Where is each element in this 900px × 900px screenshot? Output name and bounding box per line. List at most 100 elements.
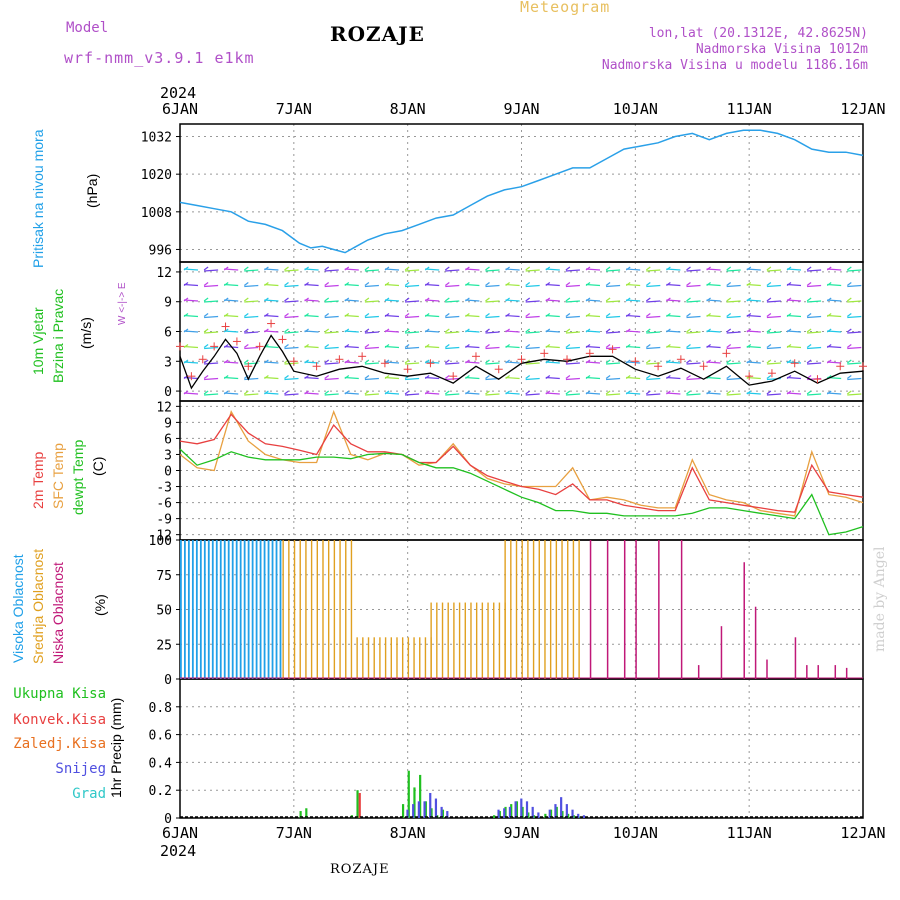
wind-arrow-head xyxy=(686,266,691,271)
wind-arrow-head xyxy=(726,344,732,348)
wind-arrow xyxy=(344,268,359,271)
wind-arrow xyxy=(364,269,379,272)
high-cloud-bar xyxy=(271,540,274,679)
precip-bar xyxy=(548,809,551,818)
y-tick-label: 12 xyxy=(156,400,172,415)
wind-arrow-head xyxy=(605,266,611,271)
precip-bar xyxy=(514,801,517,818)
mid-cloud-bar xyxy=(384,637,387,679)
wind-arrow-head xyxy=(324,282,330,286)
low-cloud-bar xyxy=(589,540,592,679)
wind-arrow-head xyxy=(304,359,309,364)
wind-arrow-head xyxy=(284,282,289,286)
precip-bar xyxy=(424,801,427,818)
precip-bar xyxy=(510,804,513,818)
wind-arrow-head xyxy=(666,390,671,395)
wind-title: 10m Vjetar xyxy=(30,307,46,375)
wind-arrow xyxy=(786,299,802,302)
wind-arrow-head xyxy=(746,313,752,317)
wind-arrow xyxy=(244,331,259,334)
wind-arrow xyxy=(204,315,219,319)
wind-arrow xyxy=(304,314,319,318)
mid-cloud-bar xyxy=(345,540,347,679)
wind-arrow xyxy=(425,392,440,395)
wind-arrow-head xyxy=(706,282,711,286)
low-cloud-bar xyxy=(817,665,819,679)
wind-arrow xyxy=(766,393,781,396)
wind-arrow xyxy=(264,268,279,271)
high-cloud-bar xyxy=(199,540,202,679)
wind-arrow xyxy=(827,283,842,287)
wind-arrow xyxy=(505,345,520,349)
wind-arrow-head xyxy=(485,297,490,302)
wind-arrow-head xyxy=(344,328,350,333)
wind-arrow xyxy=(405,284,420,288)
wind-arrow xyxy=(565,377,580,381)
wind-arrow-head xyxy=(264,328,269,333)
wind-arrow xyxy=(284,300,299,303)
wind-arrow xyxy=(786,376,802,380)
mid-cloud-bar xyxy=(396,637,398,679)
low-cloud-title: Niska Oblacnost xyxy=(50,562,66,664)
wind-arrow xyxy=(565,331,580,334)
mid-cloud-bar xyxy=(470,602,472,679)
wind-arrow xyxy=(726,269,741,272)
wind-arrow xyxy=(485,393,500,396)
wind-arrow xyxy=(485,331,500,334)
wind-arrow xyxy=(746,299,761,302)
wind-arrow-head xyxy=(344,359,350,364)
wind-arrow xyxy=(847,284,862,288)
wind-arrow xyxy=(525,315,540,319)
wind-arrow-head xyxy=(786,390,792,395)
wind-arrow-head xyxy=(826,328,832,333)
wind-arrow-head xyxy=(645,375,651,379)
wind-arrow-head xyxy=(505,328,510,333)
wind-arrow-head xyxy=(284,266,289,271)
wind-arrow xyxy=(666,361,681,364)
wind-arrow xyxy=(746,283,761,287)
wind-arrow-head xyxy=(525,282,531,286)
wind-arrow-head xyxy=(806,313,812,317)
wind-arrow-head xyxy=(364,359,370,364)
high-cloud-bar xyxy=(235,540,238,679)
wind-arrow-head xyxy=(565,266,571,271)
wind-arrow xyxy=(626,376,641,380)
mid-cloud-bar xyxy=(555,540,558,679)
wind-arrow xyxy=(746,392,761,395)
wind-arrow xyxy=(304,345,319,349)
wind-arrow-head xyxy=(766,375,772,379)
y-tick-label: 12 xyxy=(156,266,172,281)
precip-bar xyxy=(555,806,558,818)
wind-arrow-head xyxy=(605,375,611,379)
wind-arrow xyxy=(284,346,299,350)
wind-arrow-head xyxy=(585,282,591,286)
precip-bar xyxy=(417,801,420,818)
wind-arrow xyxy=(324,284,339,288)
wind-arrow xyxy=(726,377,741,381)
wind-arrow xyxy=(525,269,540,272)
x-tick-label-bottom: 6JAN xyxy=(162,824,198,842)
wind-arrow-head xyxy=(264,313,269,317)
wind-arrow xyxy=(284,269,299,272)
wind-arrow-head xyxy=(565,297,571,302)
wind-arrow xyxy=(425,268,440,271)
wind-arrow xyxy=(706,268,721,271)
wind-arrow-head xyxy=(203,375,209,379)
wind-arrow-head xyxy=(746,297,752,302)
wind-arrow xyxy=(827,314,842,318)
y-tick-label: 0 xyxy=(164,673,172,688)
wind-arrow xyxy=(827,361,842,364)
wind-arrow xyxy=(384,330,400,333)
wind-arrow xyxy=(746,268,761,271)
wind-arrow-head xyxy=(324,328,330,333)
wind-arrow-head xyxy=(605,282,611,286)
high-cloud-bar xyxy=(259,540,262,679)
mid-cloud-bar xyxy=(310,540,313,679)
wind-arrow-head xyxy=(545,297,551,302)
precip-bar xyxy=(521,806,524,818)
high-cloud-bar xyxy=(247,540,250,679)
wind-arrow-head xyxy=(545,344,551,348)
wind-arrow-head xyxy=(726,297,732,302)
wind-arrow xyxy=(204,377,219,381)
wind-arrow xyxy=(364,393,379,396)
